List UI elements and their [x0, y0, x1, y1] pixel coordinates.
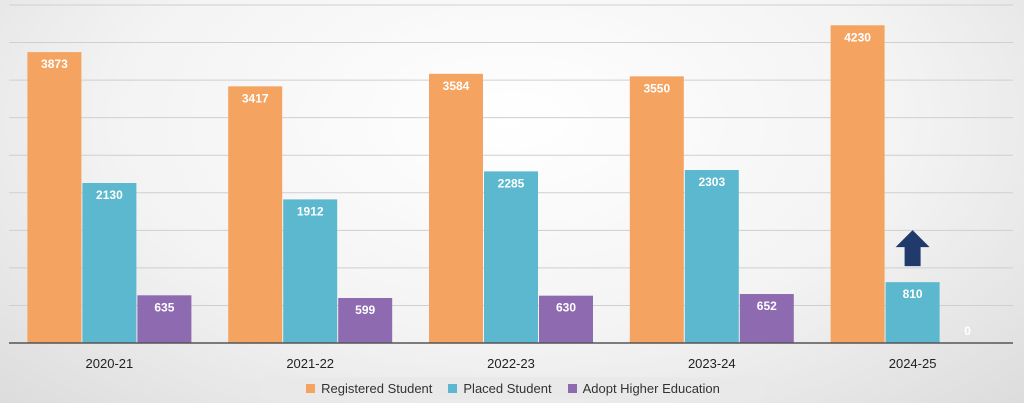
data-label: 0: [964, 324, 971, 338]
data-label: 3417: [242, 91, 269, 105]
legend: Registered Student Placed Student Adopt Hi…: [262, 377, 764, 399]
data-label: 810: [903, 287, 923, 301]
data-label: 652: [757, 299, 777, 313]
data-label: 2130: [96, 188, 123, 202]
annotation: [895, 230, 930, 267]
legend-label: Adopt Higher Education: [582, 380, 720, 396]
bar: [338, 298, 393, 343]
bar: [830, 25, 885, 344]
data-label: 3584: [443, 79, 470, 93]
bar: [484, 171, 538, 343]
bar: [429, 73, 483, 343]
arrow-up-icon: [895, 230, 930, 267]
legend-swatch: [567, 383, 577, 393]
data-labels: 3873 2130 635 3417 1912 599 3584 2285 630 3550 230…: [41, 30, 971, 338]
legend-swatch: [448, 383, 458, 393]
data-label: 2303: [698, 175, 725, 189]
legend-label: Placed Student: [463, 380, 552, 396]
bar: [137, 295, 192, 343]
legend-item: Registered Student: [306, 381, 432, 396]
data-label: 635: [154, 300, 174, 314]
bars: [27, 25, 940, 344]
x-tick-label: 2022-23: [487, 356, 535, 371]
legend-label: Registered Student: [321, 380, 433, 396]
bar: [684, 170, 739, 343]
data-label: 630: [556, 301, 576, 315]
bar: [629, 76, 684, 343]
bar: [27, 52, 82, 343]
x-tick-label: 2023-24: [688, 356, 736, 371]
x-tick-label: 2021-22: [286, 356, 334, 371]
data-label: 3550: [643, 81, 670, 95]
x-tick-labels: 2020-21 2021-22 2022-23 2023-24 2024-25: [86, 356, 937, 371]
bar: [739, 294, 794, 343]
data-label: 3873: [41, 57, 68, 71]
legend-item: Placed Student: [448, 380, 552, 396]
bar: [539, 295, 593, 343]
bar: [885, 282, 940, 343]
data-label: 599: [355, 303, 375, 317]
data-label: 4230: [844, 30, 871, 44]
x-tick-label: 2020-21: [86, 356, 134, 371]
x-tick-label: 2024-25: [889, 356, 937, 371]
legend-swatch: [306, 383, 316, 393]
legend-item: Adopt Higher Education: [567, 380, 720, 396]
data-label: 1912: [297, 204, 324, 218]
data-label: 2285: [498, 176, 525, 190]
bar: [283, 199, 338, 343]
bar: [228, 86, 283, 343]
bar: [82, 183, 137, 343]
